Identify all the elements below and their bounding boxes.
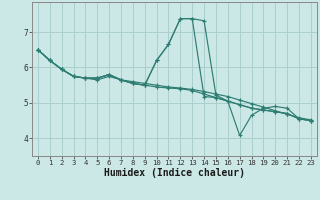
X-axis label: Humidex (Indice chaleur): Humidex (Indice chaleur) bbox=[104, 168, 245, 178]
